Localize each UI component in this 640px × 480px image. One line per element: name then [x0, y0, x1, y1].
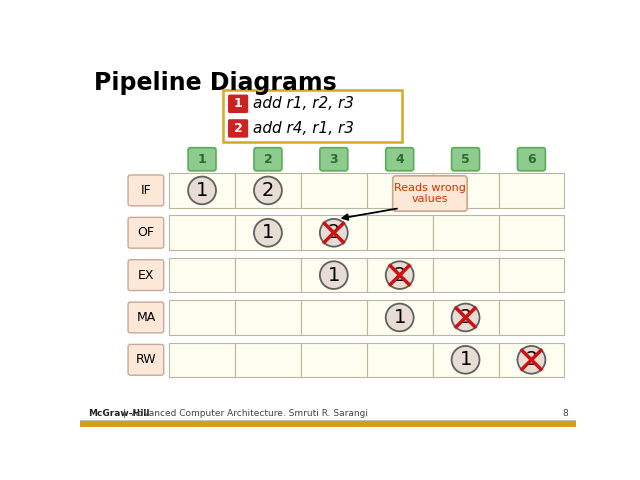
Bar — [433, 216, 499, 250]
Text: IF: IF — [141, 184, 151, 197]
Bar — [80, 420, 576, 421]
Bar — [499, 343, 564, 377]
Bar — [235, 216, 301, 250]
Circle shape — [452, 346, 479, 374]
Text: add r1, r2, r3: add r1, r2, r3 — [253, 96, 354, 111]
Circle shape — [188, 177, 216, 204]
Text: 6: 6 — [527, 153, 536, 166]
Bar — [235, 343, 301, 377]
FancyBboxPatch shape — [128, 175, 164, 206]
Bar — [433, 300, 499, 335]
Bar — [169, 343, 235, 377]
FancyBboxPatch shape — [452, 148, 479, 171]
FancyBboxPatch shape — [320, 148, 348, 171]
Bar — [301, 258, 367, 292]
Circle shape — [452, 304, 479, 331]
FancyBboxPatch shape — [128, 345, 164, 375]
Text: 1: 1 — [394, 308, 406, 327]
FancyBboxPatch shape — [228, 119, 248, 138]
Text: 2: 2 — [525, 350, 538, 369]
Text: 1: 1 — [234, 97, 243, 110]
Text: MA: MA — [136, 311, 156, 324]
Bar — [169, 258, 235, 292]
Text: 1: 1 — [198, 153, 207, 166]
Circle shape — [254, 177, 282, 204]
Text: 4: 4 — [396, 153, 404, 166]
Bar — [169, 300, 235, 335]
FancyBboxPatch shape — [393, 176, 467, 211]
Bar — [235, 258, 301, 292]
Text: 3: 3 — [330, 153, 338, 166]
FancyBboxPatch shape — [128, 260, 164, 290]
Bar — [433, 258, 499, 292]
Bar — [367, 258, 433, 292]
Bar — [235, 173, 301, 208]
Bar — [301, 300, 367, 335]
Text: 2: 2 — [394, 265, 406, 285]
Bar — [499, 258, 564, 292]
Text: add r4, r1, r3: add r4, r1, r3 — [253, 121, 354, 136]
Bar — [235, 300, 301, 335]
Text: 1: 1 — [196, 181, 208, 200]
Circle shape — [320, 261, 348, 289]
Circle shape — [386, 304, 413, 331]
Bar — [367, 216, 433, 250]
Text: 8: 8 — [563, 409, 568, 418]
FancyBboxPatch shape — [188, 148, 216, 171]
Text: 2: 2 — [262, 181, 274, 200]
Text: EX: EX — [138, 269, 154, 282]
FancyBboxPatch shape — [223, 90, 402, 142]
Text: RW: RW — [136, 353, 156, 366]
Text: 2: 2 — [328, 223, 340, 242]
Bar — [367, 300, 433, 335]
Circle shape — [386, 261, 413, 289]
Text: McGraw-Hill: McGraw-Hill — [88, 409, 149, 418]
Text: Reads wrong
values: Reads wrong values — [394, 183, 466, 204]
Text: 2: 2 — [460, 308, 472, 327]
Bar — [169, 173, 235, 208]
Text: 1: 1 — [328, 265, 340, 285]
Bar — [433, 343, 499, 377]
Bar — [169, 216, 235, 250]
Text: 2: 2 — [234, 122, 243, 135]
Bar — [367, 173, 433, 208]
Text: 2: 2 — [264, 153, 272, 166]
Bar — [367, 343, 433, 377]
FancyBboxPatch shape — [386, 148, 413, 171]
Bar — [433, 173, 499, 208]
Text: Pipeline Diagrams: Pipeline Diagrams — [94, 71, 337, 95]
Bar — [301, 216, 367, 250]
Bar — [499, 300, 564, 335]
Circle shape — [320, 219, 348, 247]
Circle shape — [254, 219, 282, 247]
FancyBboxPatch shape — [518, 148, 545, 171]
Bar — [301, 173, 367, 208]
Bar — [499, 216, 564, 250]
Bar — [499, 173, 564, 208]
FancyBboxPatch shape — [228, 95, 248, 113]
Text: |  Advanced Computer Architecture. Smruti R. Sarangi: | Advanced Computer Architecture. Smruti… — [120, 409, 368, 418]
Text: 1: 1 — [262, 223, 274, 242]
FancyBboxPatch shape — [128, 302, 164, 333]
Bar — [80, 421, 576, 427]
FancyBboxPatch shape — [128, 217, 164, 248]
FancyBboxPatch shape — [254, 148, 282, 171]
Bar — [301, 343, 367, 377]
Text: 5: 5 — [461, 153, 470, 166]
Text: 1: 1 — [460, 350, 472, 369]
Text: OF: OF — [138, 226, 154, 239]
Circle shape — [518, 346, 545, 374]
